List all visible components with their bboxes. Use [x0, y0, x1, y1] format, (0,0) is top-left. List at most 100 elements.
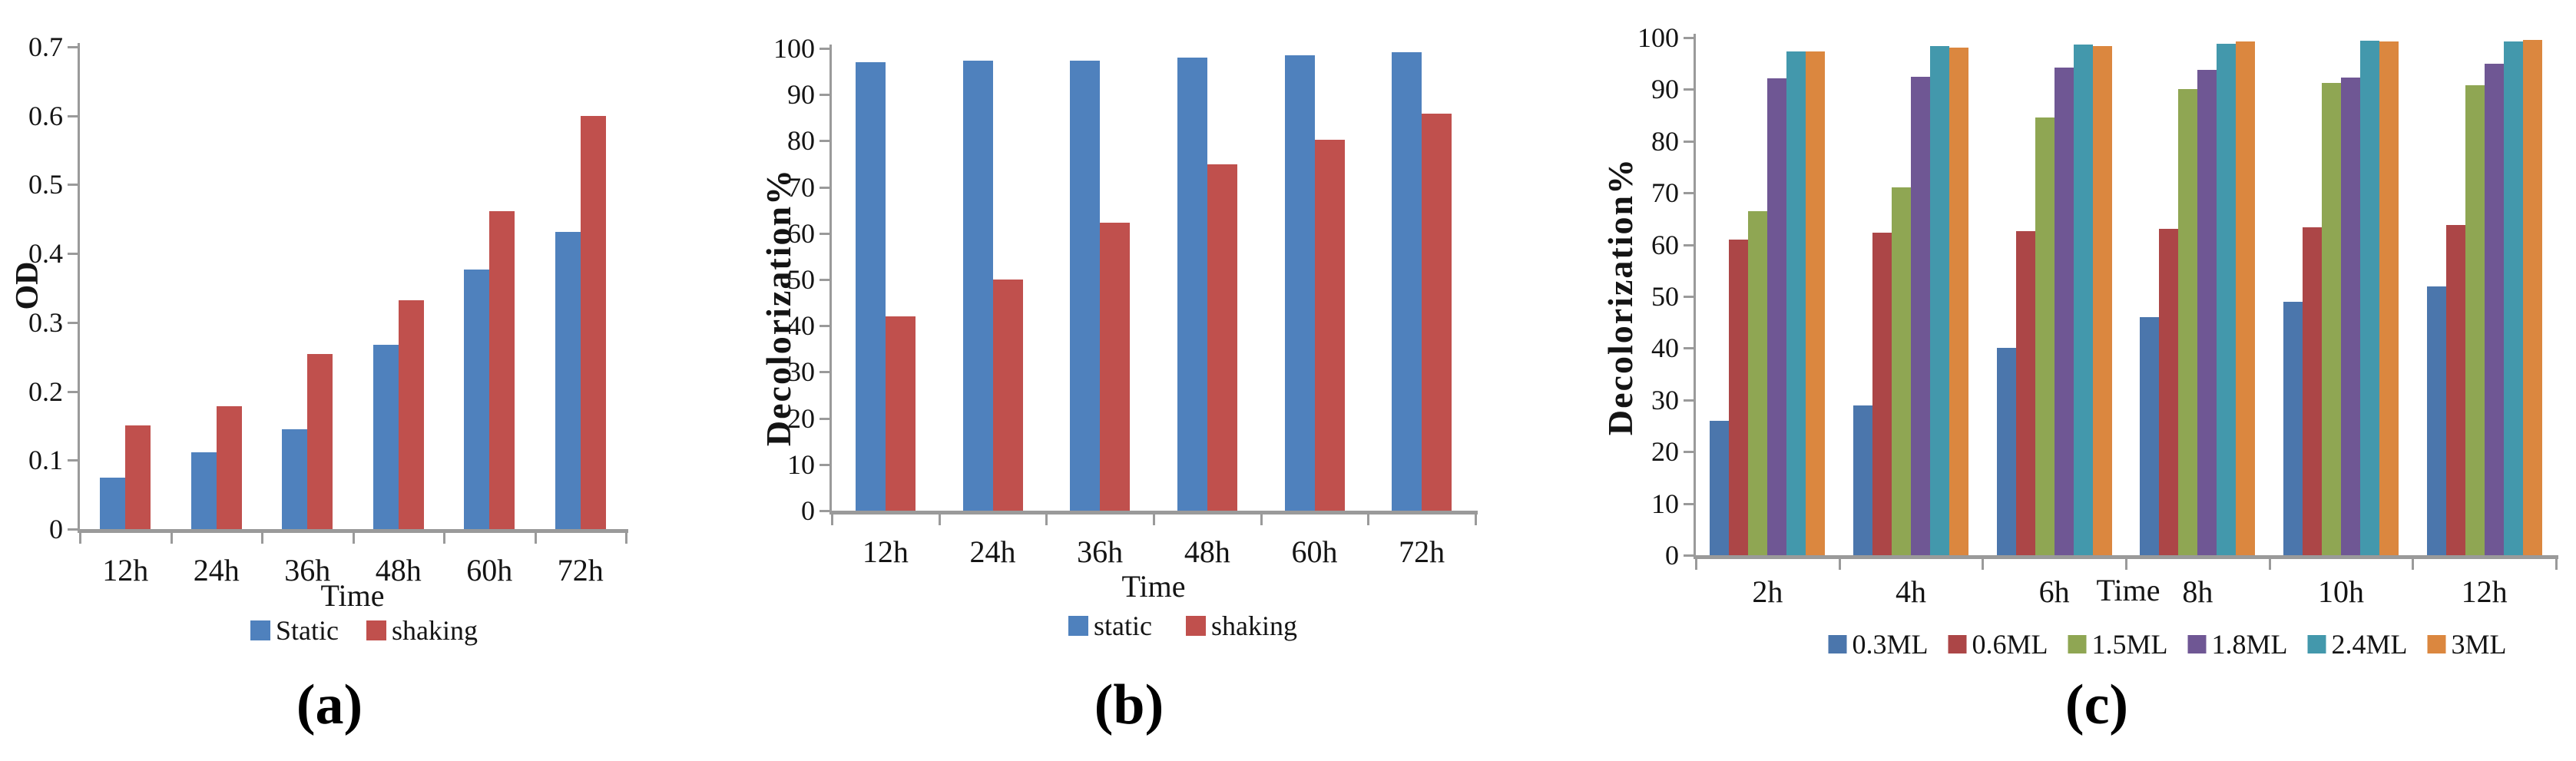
bar-0.3ML-2h — [1710, 420, 1730, 555]
legend-label-shaking: shaking — [1210, 610, 1297, 641]
bar-1.5ML-10h — [2322, 82, 2341, 555]
bar-0.3ML-6h — [1996, 348, 2016, 555]
y-tick-mark — [1684, 451, 1694, 454]
legend-item-3ML: 3ML — [2427, 630, 2507, 659]
x-tick-label: 4h — [1895, 574, 1926, 609]
legend-label-0.6ML: 0.6ML — [1972, 629, 2048, 660]
bar-0.6ML-4h — [1872, 233, 1892, 555]
legend-item-1.8ML: 1.8ML — [2187, 630, 2288, 659]
legend-swatch-shaking — [366, 620, 386, 640]
y-axis-b — [829, 45, 832, 513]
bar-1.5ML-6h — [2035, 117, 2055, 555]
bar-0.3ML-8h — [2140, 316, 2160, 555]
y-tick-mark — [819, 279, 829, 281]
y-tick-label: 0.1 — [28, 445, 63, 476]
y-tick-mark — [819, 48, 829, 50]
x-tick-label: 24h — [969, 534, 1016, 569]
bar-0.3ML-4h — [1853, 405, 1872, 555]
legend-label-Static: Static — [276, 615, 339, 646]
x-tick-mark — [1982, 559, 1985, 570]
y-tick-label: 0 — [801, 495, 815, 526]
x-axis-title-a: Time — [320, 578, 385, 613]
legend-label-0.3ML: 0.3ML — [1852, 629, 1929, 660]
y-axis-title-c: Decolorization% — [1601, 157, 1640, 436]
legend-item-shaking: shaking — [366, 616, 478, 645]
x-tick-label: 48h — [1184, 534, 1230, 569]
bar-3ML-8h — [2236, 41, 2256, 555]
bar-Static-60h — [464, 269, 490, 529]
x-tick-mark — [2268, 559, 2271, 570]
x-tick-label: 6h — [2038, 574, 2070, 609]
x-axis-a — [78, 529, 628, 533]
bar-3ML-4h — [1949, 48, 1968, 555]
y-tick-mark — [819, 140, 829, 143]
x-tick-mark — [1838, 559, 1841, 570]
bar-3ML-10h — [2379, 41, 2399, 555]
y-tick-mark — [68, 528, 78, 531]
y-tick-mark — [1684, 140, 1694, 143]
legend-item-2.4ML: 2.4ML — [2307, 629, 2408, 660]
y-axis-title-b: Decolorization% — [759, 167, 798, 447]
bar-static-36h — [1070, 60, 1101, 511]
x-tick-label: 48h — [375, 553, 422, 587]
x-tick-mark — [2555, 559, 2558, 570]
y-axis-a — [78, 43, 80, 531]
legend-item-shaking: shaking — [1185, 610, 1297, 641]
bar-shaking-12h — [125, 425, 151, 529]
y-tick-mark — [819, 232, 829, 235]
x-tick-mark — [2125, 559, 2127, 570]
bar-shaking-60h — [1314, 140, 1345, 511]
y-tick-mark — [1684, 243, 1694, 246]
y-tick-label: 20 — [787, 402, 815, 434]
y-tick-label: 100 — [773, 33, 815, 64]
y-tick-label: 70 — [787, 171, 815, 203]
bar-1.5ML-8h — [2178, 89, 2198, 555]
y-tick-label: 0.5 — [28, 169, 63, 200]
x-tick-mark — [534, 533, 537, 544]
y-tick-mark — [819, 94, 829, 97]
x-tick-mark — [1153, 515, 1155, 525]
x-axis-title-b: Time — [1121, 569, 1186, 604]
bar-3ML-2h — [1806, 51, 1826, 555]
x-tick-label: 60h — [466, 553, 513, 587]
y-tick-label: 40 — [1651, 333, 1679, 364]
caption-c: (c) — [2064, 673, 2129, 736]
x-tick-mark — [2412, 559, 2415, 570]
bar-static-60h — [1284, 55, 1315, 511]
legend-swatch-Static — [250, 620, 271, 640]
bar-shaking-12h — [885, 316, 916, 511]
y-tick-mark — [819, 417, 829, 420]
legend-b: static shaking — [1068, 611, 1297, 640]
bar-shaking-60h — [489, 211, 515, 529]
bar-shaking-24h — [992, 280, 1023, 511]
y-tick-label: 90 — [787, 79, 815, 111]
legend-label-2.4ML: 2.4ML — [2331, 629, 2408, 660]
bar-shaking-24h — [216, 406, 242, 529]
bar-shaking-36h — [1100, 222, 1131, 511]
y-tick-label: 50 — [787, 264, 815, 295]
y-tick-mark — [819, 463, 829, 466]
legend-item-0.3ML: 0.3ML — [1828, 629, 1929, 660]
bar-Static-36h — [282, 428, 308, 529]
x-axis-title-c: Time — [2096, 573, 2160, 607]
x-tick-mark — [1045, 515, 1048, 525]
bar-0.6ML-12h — [2445, 224, 2465, 555]
x-tick-label: 60h — [1291, 534, 1338, 569]
y-tick-label: 100 — [1637, 22, 1679, 53]
y-tick-mark — [1684, 88, 1694, 91]
x-axis-c — [1694, 555, 2558, 559]
y-tick-label: 0.3 — [28, 306, 63, 338]
bar-2.4ML-6h — [2073, 45, 2093, 555]
y-tick-label: 30 — [787, 356, 815, 388]
bar-static-12h — [855, 62, 886, 511]
y-tick-label: 0.7 — [28, 31, 63, 62]
x-tick-label: 8h — [2182, 574, 2213, 609]
y-axis-title-a: OD — [10, 261, 45, 310]
y-tick-mark — [68, 390, 78, 393]
x-tick-label: 36h — [1077, 534, 1124, 569]
x-tick-mark — [1367, 515, 1370, 525]
bar-2.4ML-12h — [2503, 41, 2523, 555]
x-tick-mark — [831, 515, 833, 525]
bar-static-72h — [1392, 51, 1422, 511]
bar-shaking-36h — [307, 354, 333, 529]
